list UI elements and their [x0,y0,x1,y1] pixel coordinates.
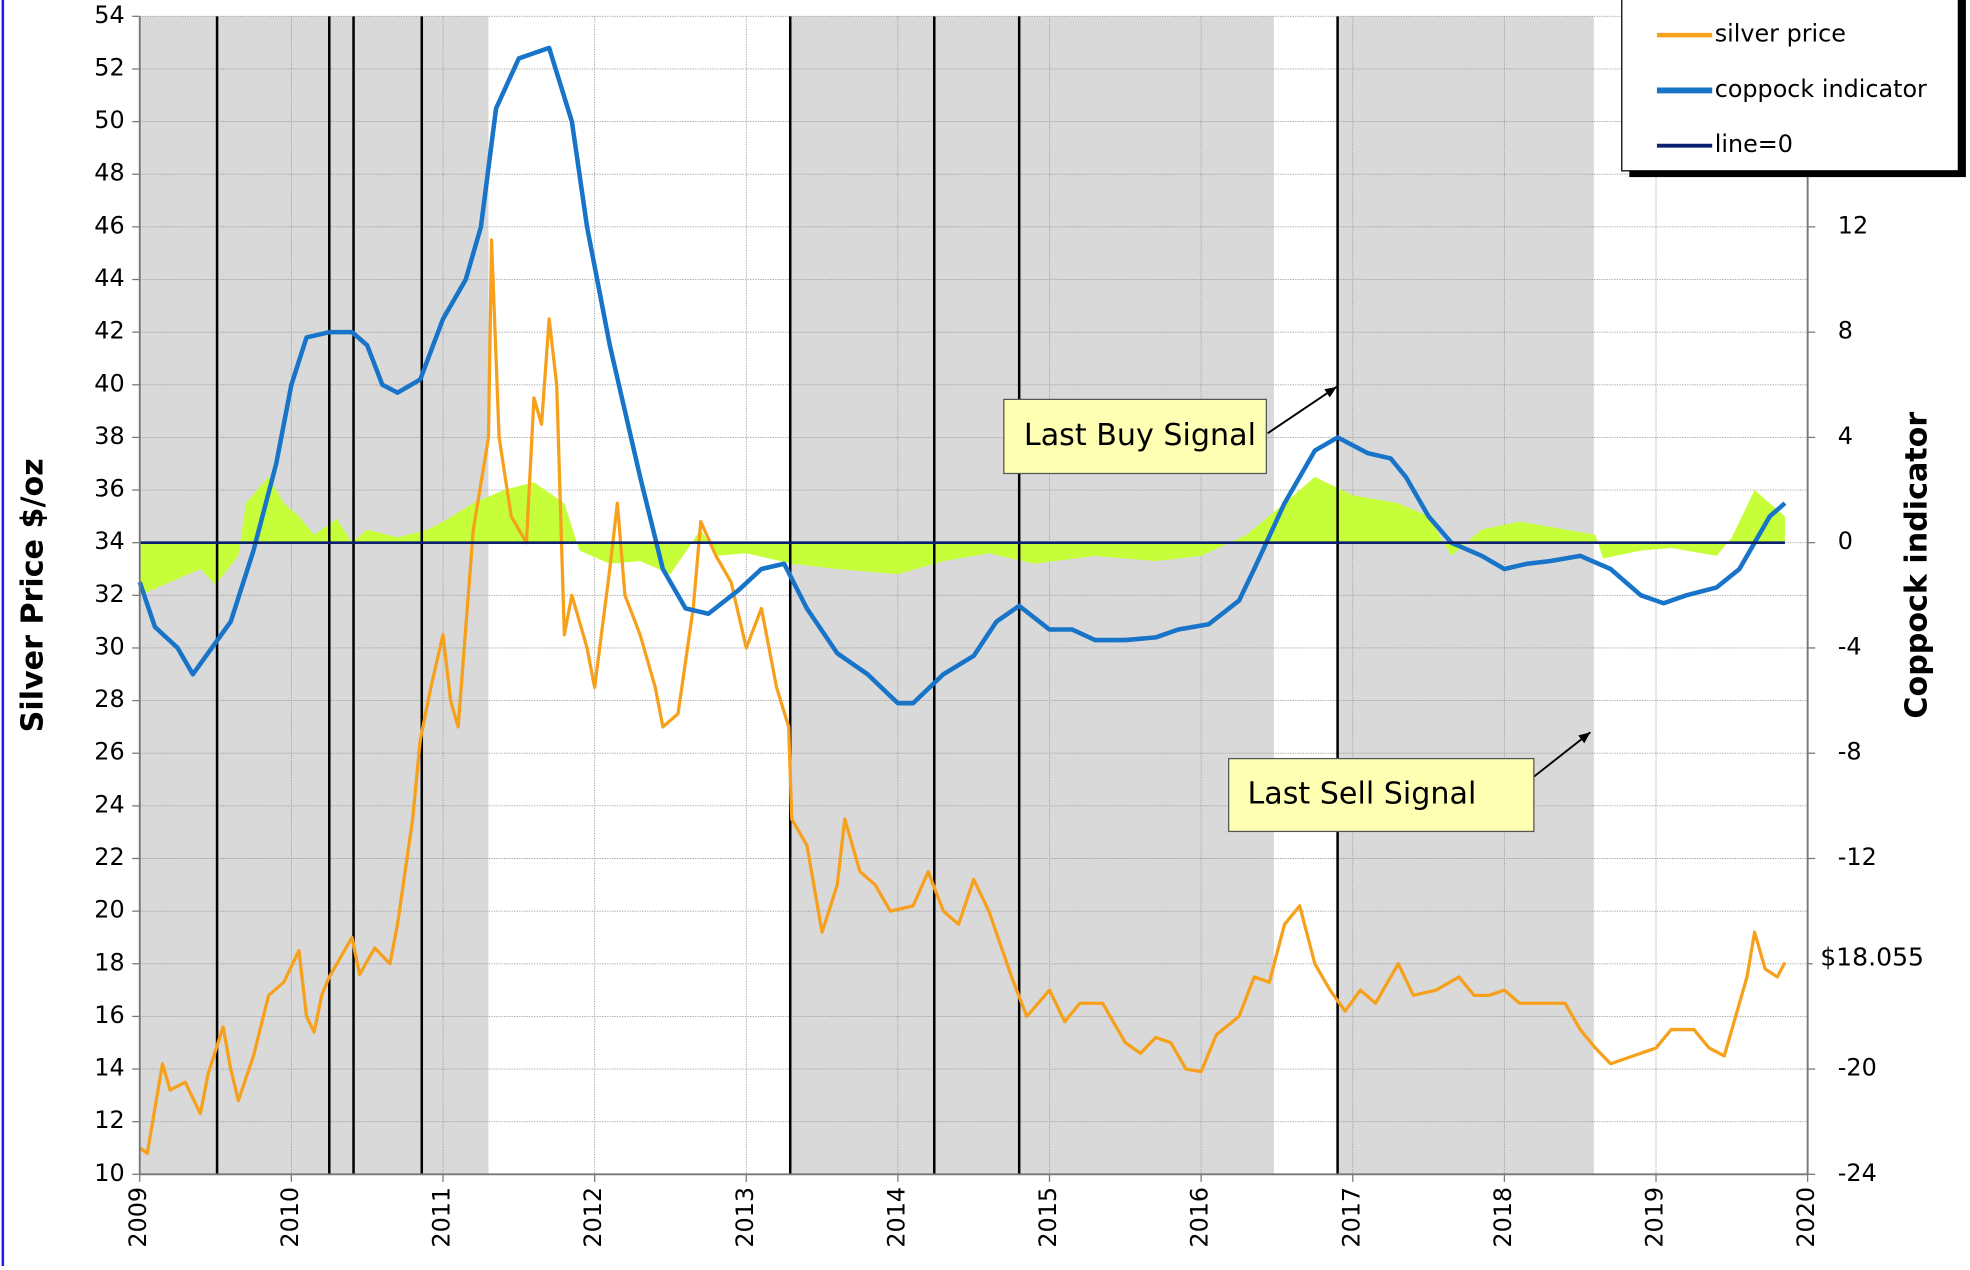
x-tick-label: 2011 [427,1187,455,1248]
y-tick-label: 22 [94,843,124,871]
annotation: Last Buy Signal [1024,418,1256,453]
x-tick-label: 2012 [579,1187,607,1248]
y-tick-label: 32 [94,580,124,608]
y2-tick-label: 12 [1838,211,1868,239]
y-tick-label: 54 [94,1,124,29]
y-axis-label: Silver Price $/oz [16,458,51,732]
legend-box [1621,0,1959,172]
x-tick-label: 2015 [1034,1187,1062,1248]
y2-tick-label: 4 [1838,422,1853,450]
y-tick-label: 40 [94,369,124,397]
annotation: Last Sell Signal [1247,777,1476,812]
histogram-area [139,476,1785,596]
x-tick-label: 2017 [1337,1187,1365,1248]
annotation-box [1003,398,1267,475]
x-tick-label: 2009 [124,1187,152,1248]
y2-tick-label: 8 [1838,317,1853,345]
legend-label: silver price [1715,20,1846,48]
y2-tick-label: -20 [1838,1054,1877,1082]
y-tick-label: 38 [94,422,124,450]
y-tick-label: 26 [94,738,124,766]
y2-tick-label: 0 [1838,527,1853,555]
y-tick-label: 50 [94,106,124,134]
x-tick-label: 2018 [1489,1187,1517,1248]
y-tick-label: 10 [94,1159,124,1187]
y-tick-label: 44 [94,264,124,292]
y-tick-label: 34 [94,527,124,555]
y-tick-label: 18 [94,948,124,976]
y2-tick-label: -8 [1838,738,1862,766]
x-tick-label: 2019 [1641,1187,1669,1248]
y2-tick-label: -12 [1838,843,1877,871]
legend-label: line=0 [1715,130,1793,158]
y-tick-label: 36 [94,475,124,503]
y-tick-label: 16 [94,1001,124,1029]
y-tick-label: 24 [94,790,124,818]
annotation-box [1228,757,1535,833]
annotation-arrow [1530,731,1591,780]
series-line [137,45,1787,706]
arrow-head [1578,732,1591,744]
x-tick-label: 2020 [1792,1187,1820,1248]
plot-area [137,15,1809,1175]
y-tick-label: 12 [94,1106,124,1134]
legend-label: coppock indicator [1715,75,1927,103]
y-tick-label: 20 [94,896,124,924]
y-tick-label: 30 [94,632,124,660]
y-tick-label: 14 [94,1054,124,1082]
series-line [138,238,1787,1155]
y-tick-label: 48 [94,159,124,187]
x-tick-label: 2016 [1186,1187,1214,1248]
y2-tick-label: -4 [1838,632,1862,660]
x-tick-label: 2013 [731,1187,759,1248]
y2-tick-label: -24 [1838,1159,1877,1187]
y2-axis-label: Coppock indicator [1900,412,1935,719]
annotation-arrow [1267,386,1338,435]
y-tick-label: 28 [94,685,124,713]
x-tick-label: 2014 [882,1187,910,1248]
arrow-head [1324,386,1337,398]
x-tick-label: 2010 [276,1187,304,1248]
value-label-box [1812,933,1939,984]
y-tick-label: 46 [94,211,124,239]
shaded-region [1337,16,1594,1175]
y-tick-label: 52 [94,53,124,81]
value-label: $18.055 [1820,942,1924,971]
y-tick-label: 42 [94,317,124,345]
